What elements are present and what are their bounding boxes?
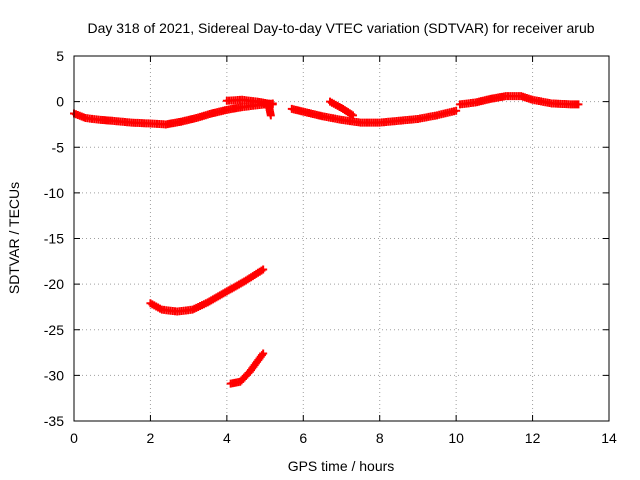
- x-axis-label: GPS time / hours: [288, 458, 395, 474]
- y-tick-label: -35: [44, 413, 64, 429]
- y-tick-label: 0: [56, 94, 64, 110]
- main-band-point: [348, 111, 357, 120]
- y-tick-label: -20: [44, 276, 64, 292]
- lower-arc-point: [257, 351, 266, 360]
- main-band-point: [452, 106, 461, 115]
- main-band-point: [574, 100, 583, 109]
- grid: [74, 56, 609, 421]
- y-tick-label: -15: [44, 231, 64, 247]
- x-tick-label: 4: [223, 430, 231, 446]
- upper-arc-point: [259, 265, 268, 274]
- main-band-point: [266, 111, 275, 120]
- data-points: [70, 92, 583, 388]
- x-tick-label: 2: [147, 430, 155, 446]
- x-tick-label: 0: [70, 430, 78, 446]
- x-tick-label: 12: [525, 430, 541, 446]
- x-tick-label: 14: [601, 430, 617, 446]
- y-tick-label: -10: [44, 185, 64, 201]
- x-tick-label: 8: [376, 430, 384, 446]
- y-tick-label: -25: [44, 322, 64, 338]
- lower-arc-point: [259, 349, 268, 358]
- y-tick-label: 5: [56, 48, 64, 64]
- axis-ticks: 0 2 4 6 8 10 12 14 5 0 -5 -10 -15 -20 -25 -30 -35: [44, 48, 617, 446]
- y-axis-label: SDTVAR / TECUs: [6, 182, 22, 294]
- main-band-point: [347, 110, 356, 119]
- y-tick-label: -5: [52, 139, 65, 155]
- y-tick-label: -30: [44, 367, 64, 383]
- x-tick-label: 6: [299, 430, 307, 446]
- x-tick-label: 10: [448, 430, 464, 446]
- chart-title: Day 318 of 2021, Sidereal Day-to-day VTE…: [87, 20, 594, 36]
